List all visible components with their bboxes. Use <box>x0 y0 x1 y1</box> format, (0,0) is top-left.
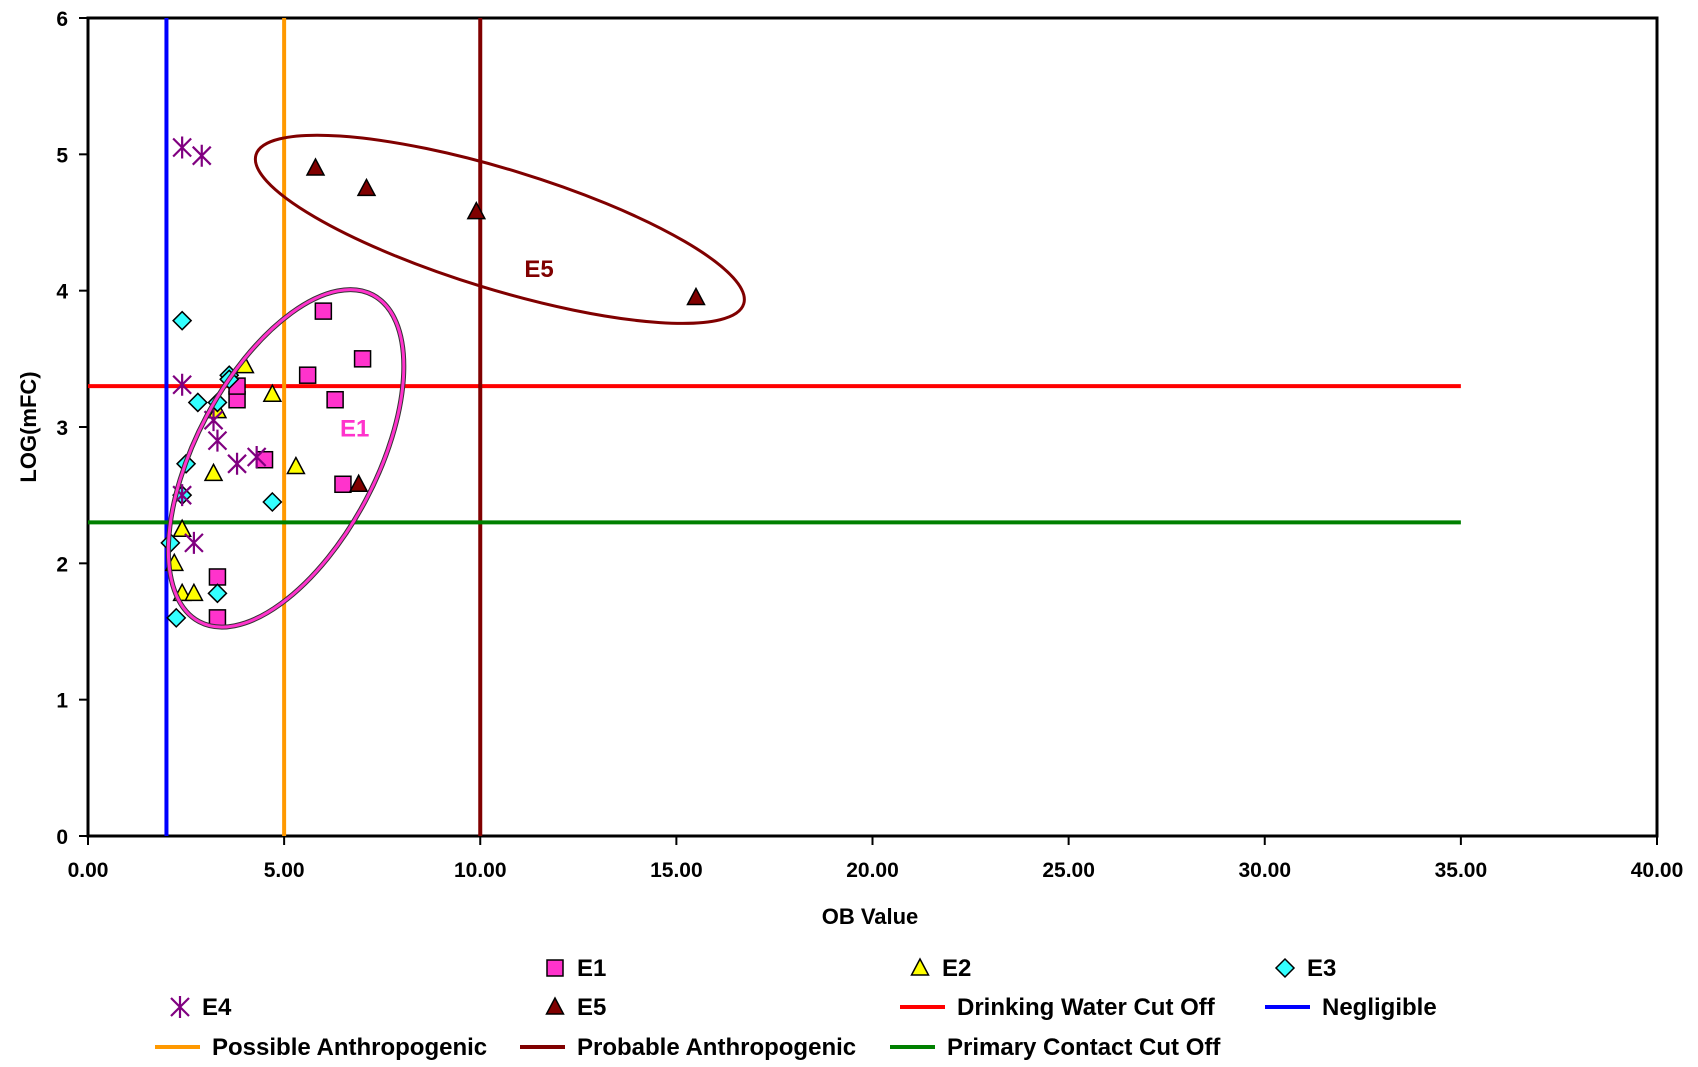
legend-label: E2 <box>942 955 971 982</box>
legend-label: E5 <box>577 994 606 1021</box>
x-axis-label: OB Value <box>822 904 919 929</box>
legend-marker-e4 <box>170 996 190 1018</box>
annotation-label-e5: E5 <box>524 256 553 283</box>
data-point-e4 <box>207 429 228 452</box>
data-point-e4 <box>172 373 192 396</box>
data-point-e2 <box>172 518 192 537</box>
data-point-e4 <box>227 452 247 475</box>
y-axis-label: LOG(mFC) <box>16 371 41 482</box>
x-tick-label: 10.00 <box>454 859 507 882</box>
x-tick-label: 5.00 <box>264 859 305 882</box>
x-tick-label: 30.00 <box>1238 859 1291 882</box>
legend-label: Possible Anthropogenic <box>212 1034 487 1061</box>
y-axis-label-group: LOG(mFC) <box>16 371 41 482</box>
legend: E1 E2 E3 E4 E5 Drinking Water Cut Off Negligib… <box>155 955 1437 1061</box>
data-point-e1 <box>208 568 227 586</box>
data-point-e3 <box>262 491 283 513</box>
data-point-e1 <box>326 390 344 409</box>
x-axis-label-group: OB Value <box>822 904 919 929</box>
legend-entry: Possible Anthropogenic <box>155 1034 487 1061</box>
legend-label: Drinking Water Cut Off <box>957 994 1216 1021</box>
data-point-e5 <box>348 473 369 493</box>
y-tick-label: 4 <box>56 281 68 304</box>
cluster-outline-e1 <box>166 288 406 629</box>
data-point-e2 <box>184 582 204 602</box>
x-tick-label: 40.00 <box>1631 859 1684 882</box>
legend-entry: E1 <box>546 955 606 982</box>
y-tick-label: 0 <box>56 826 68 849</box>
x-tick-label: 0.00 <box>68 859 109 882</box>
y-tick-label: 6 <box>56 8 68 31</box>
data-point-e2 <box>286 455 306 475</box>
data-point-e5 <box>305 157 326 176</box>
legend-marker-e2 <box>910 957 930 976</box>
y-tick-label: 1 <box>56 690 68 713</box>
data-point-e1 <box>208 609 227 627</box>
data-point-e1 <box>334 475 352 494</box>
y-tick-label: 3 <box>56 417 68 440</box>
data-point-e4 <box>184 531 204 554</box>
data-point-e1 <box>298 366 317 384</box>
data-point-e4 <box>172 136 192 159</box>
legend-label: E4 <box>202 994 232 1021</box>
data-point-e3 <box>172 310 193 331</box>
data-point-e1 <box>353 350 372 368</box>
data-point-e4 <box>246 445 267 468</box>
data-point-e5 <box>466 200 487 220</box>
legend-label: Negligible <box>1322 994 1437 1021</box>
legend-entry: E4 <box>170 994 232 1021</box>
data-point-e2 <box>203 462 224 482</box>
data-point-e3 <box>207 583 228 604</box>
legend-entry: Probable Anthropogenic <box>520 1034 856 1061</box>
legend-marker-e5 <box>545 996 565 1015</box>
annotation-label-e1: E1 <box>340 416 369 443</box>
legend-entry: Drinking Water Cut Off <box>900 994 1216 1021</box>
data-point-e3 <box>187 392 208 413</box>
cluster-outline-e5 <box>253 133 746 325</box>
legend-entry: Primary Contact Cut Off <box>890 1034 1221 1061</box>
x-tick-label: 25.00 <box>1042 859 1095 882</box>
plot-frame <box>86 16 1659 838</box>
legend-entry: Negligible <box>1265 994 1437 1021</box>
y-tick-label: 2 <box>56 553 68 576</box>
data-point-e2 <box>262 383 283 403</box>
legend-entry: E2 <box>910 955 971 982</box>
legend-label: E3 <box>1307 955 1336 982</box>
legend-label: Probable Anthropogenic <box>577 1034 856 1061</box>
plot-area: 0.00 5.00 10.00 15.00 20.00 25.00 30.00 35.00 40… <box>56 8 1683 882</box>
legend-marker-e3 <box>1274 957 1296 979</box>
data-point-e5 <box>356 177 377 197</box>
data-point-e3 <box>166 607 187 628</box>
legend-label: E1 <box>577 955 606 982</box>
data-point-e4 <box>191 144 212 167</box>
x-tick-label: 35.00 <box>1435 859 1488 882</box>
y-tick-label: 5 <box>56 144 68 167</box>
data-point-e5 <box>686 286 706 306</box>
legend-label: Primary Contact Cut Off <box>947 1034 1221 1061</box>
legend-entry: E3 <box>1274 955 1336 982</box>
legend-marker-e1 <box>546 959 564 977</box>
x-tick-label: 15.00 <box>650 859 703 882</box>
x-tick-label: 20.00 <box>846 859 899 882</box>
legend-entry: E5 <box>545 994 606 1021</box>
data-point-e1 <box>314 302 333 320</box>
